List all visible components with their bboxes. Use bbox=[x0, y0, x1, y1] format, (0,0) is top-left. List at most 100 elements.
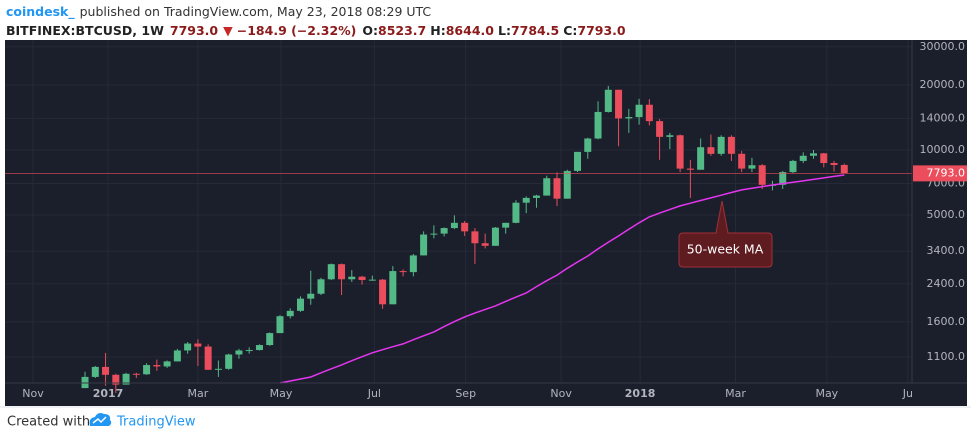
candle-body bbox=[173, 350, 181, 362]
candle-body bbox=[758, 165, 766, 185]
candle-body bbox=[338, 264, 346, 280]
candle-body bbox=[553, 178, 561, 199]
candle-body bbox=[143, 365, 151, 375]
x-tick-label: Nov bbox=[550, 387, 572, 400]
axis-labels: 30000.020000.014000.010000.07000.05000.0… bbox=[22, 40, 967, 400]
candle-body bbox=[430, 233, 438, 235]
candle-body bbox=[348, 276, 356, 280]
candle-body bbox=[686, 168, 694, 170]
candle-body bbox=[707, 147, 715, 154]
last-price-label: 7793.0 bbox=[927, 166, 966, 179]
y-tick-label: 3400.0 bbox=[927, 244, 966, 257]
x-tick-label: 2017 bbox=[93, 387, 124, 400]
candle-body bbox=[91, 366, 99, 377]
tradingview-logo bbox=[89, 413, 112, 426]
y-tick-label: 1100.0 bbox=[927, 350, 966, 363]
candle-body bbox=[153, 365, 161, 367]
candle-body bbox=[563, 170, 571, 199]
x-tick-label: May bbox=[815, 387, 838, 400]
candle-body bbox=[810, 153, 818, 156]
y-tick-label: 10000.0 bbox=[920, 143, 966, 156]
candle-body bbox=[214, 368, 222, 370]
candle-body bbox=[317, 279, 325, 294]
y-tick-label: 1600.0 bbox=[927, 315, 966, 328]
y-tick-label: 30000.0 bbox=[920, 40, 966, 53]
candle-body bbox=[594, 111, 602, 139]
candle-body bbox=[779, 172, 787, 185]
candle-body bbox=[276, 316, 284, 334]
tradingview-logo-mark bbox=[92, 416, 107, 424]
published: published on TradingView.com, May 23, 20… bbox=[80, 4, 432, 19]
candle-body bbox=[615, 89, 623, 119]
candle-body bbox=[409, 255, 417, 273]
x-tick-label: Jul bbox=[367, 387, 381, 400]
y-tick-label: 14000.0 bbox=[920, 111, 966, 124]
candle-body bbox=[666, 135, 674, 137]
x-tick-label: Mar bbox=[188, 387, 209, 400]
candle-body bbox=[635, 104, 643, 118]
candle-body bbox=[738, 153, 746, 169]
candle-body bbox=[461, 222, 469, 232]
last-price: 7793.0 bbox=[170, 23, 219, 38]
ohlc-value: 7793.0 bbox=[577, 23, 626, 38]
candle-body bbox=[440, 228, 448, 234]
candle-body bbox=[656, 121, 664, 137]
candle-body bbox=[840, 164, 848, 174]
candle-body bbox=[717, 136, 725, 154]
candle-body bbox=[491, 227, 499, 246]
candle-body bbox=[584, 138, 592, 152]
x-tick-label: Ju bbox=[902, 387, 913, 400]
down-arrow: ▼ bbox=[223, 23, 233, 38]
moving-average bbox=[279, 174, 845, 384]
candle-body bbox=[296, 298, 304, 311]
candle-body bbox=[204, 346, 212, 370]
candle-body bbox=[368, 279, 376, 281]
candle-body bbox=[225, 354, 233, 369]
x-tick-label: Sep bbox=[455, 387, 476, 400]
x-tick-label: 2018 bbox=[625, 387, 656, 400]
candle-body bbox=[830, 163, 838, 166]
candle-body bbox=[604, 89, 612, 112]
candle-body bbox=[184, 343, 192, 351]
candle-body bbox=[235, 350, 243, 355]
candle-body bbox=[532, 195, 540, 198]
candle-body bbox=[81, 376, 89, 389]
candle-body bbox=[163, 361, 171, 367]
footer-brand[interactable]: TradingView bbox=[116, 415, 196, 430]
y-tick-label: 2400.0 bbox=[927, 277, 966, 290]
candle-body bbox=[399, 271, 407, 273]
x-tick-label: May bbox=[270, 387, 293, 400]
x-tick-label: Nov bbox=[22, 387, 44, 400]
candle-body bbox=[286, 310, 294, 317]
candle-body bbox=[245, 350, 253, 352]
ohlc-label: H: bbox=[430, 23, 445, 38]
candle-body bbox=[502, 222, 510, 228]
candle-body bbox=[522, 197, 530, 203]
candle-body bbox=[266, 333, 274, 346]
candle-body bbox=[327, 264, 335, 280]
candle-body bbox=[112, 374, 120, 385]
candle-body bbox=[697, 147, 705, 170]
ohlc-label: L: bbox=[498, 23, 511, 38]
candle-body bbox=[471, 231, 479, 244]
publisher: coindesk_ bbox=[6, 4, 75, 20]
candle-body bbox=[543, 178, 551, 196]
ohlc-label: O: bbox=[362, 23, 378, 38]
symbol-line: BITFINEX:BTCUSD, 1W 7793.0 ▼ −184.9 (−2.32%… bbox=[6, 23, 626, 38]
y-tick-label: 20000.0 bbox=[920, 78, 966, 91]
candle-body bbox=[789, 160, 797, 173]
candle-body bbox=[379, 279, 387, 305]
candle-body bbox=[512, 202, 520, 223]
candle-body bbox=[748, 165, 756, 169]
ohlc-label: C: bbox=[563, 23, 577, 38]
candle-body bbox=[820, 153, 828, 164]
grid bbox=[5, 40, 912, 383]
candle-body bbox=[625, 117, 633, 119]
candle-body bbox=[358, 276, 366, 281]
annotation-box bbox=[678, 200, 773, 268]
plot bbox=[5, 85, 912, 393]
candle-body bbox=[122, 373, 130, 385]
candle-body bbox=[389, 271, 397, 305]
